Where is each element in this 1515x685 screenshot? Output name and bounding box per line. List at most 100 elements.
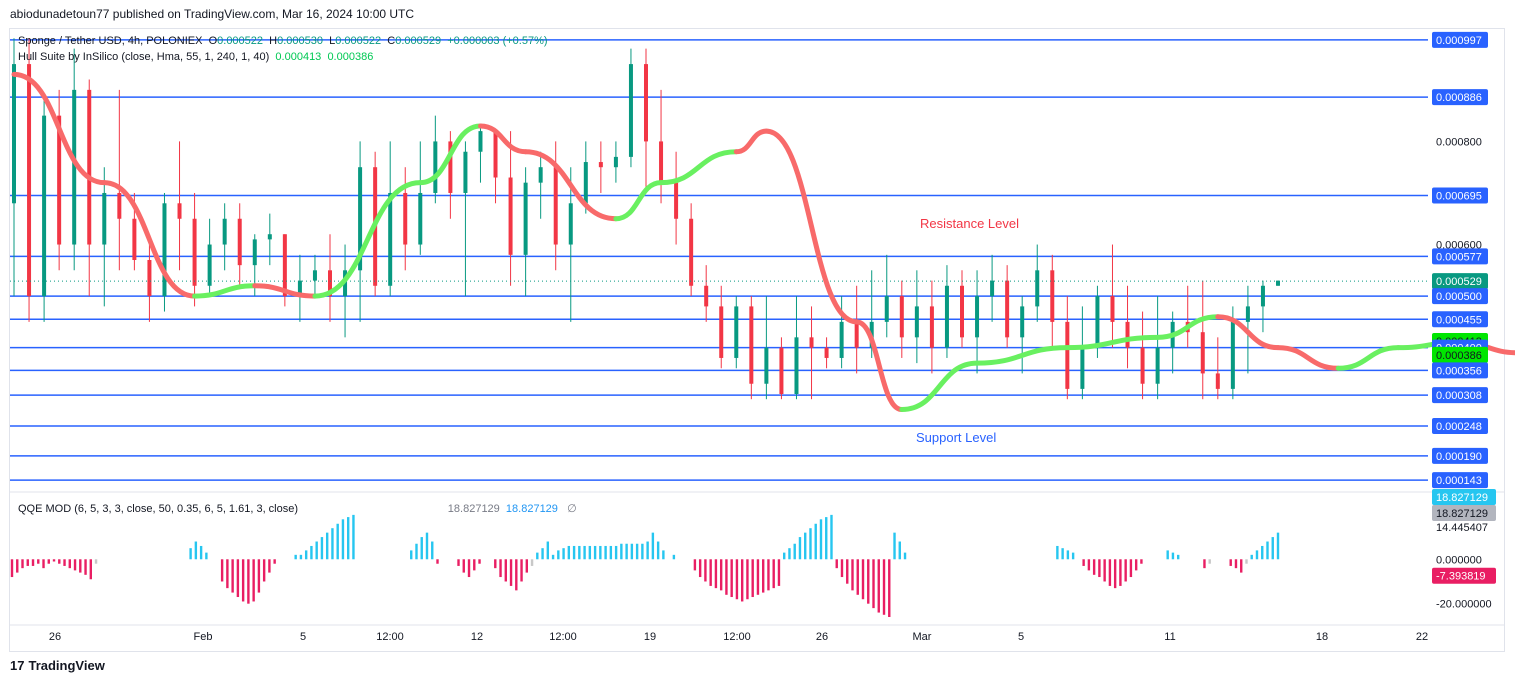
qqe-bar-147 bbox=[783, 552, 786, 560]
tradingview-logo-icon: 17 bbox=[10, 658, 25, 673]
hma-segment-16 bbox=[1155, 314, 1221, 340]
candle-body-50 bbox=[764, 347, 769, 384]
qqe-bar-237 bbox=[1255, 550, 1259, 560]
qqe-bar-100 bbox=[536, 552, 539, 560]
time-tick-0: 26 bbox=[49, 631, 61, 643]
qqe-bar-96 bbox=[515, 559, 518, 591]
qqe-bar-2 bbox=[21, 559, 24, 569]
qqe-bar-206 bbox=[1092, 559, 1096, 575]
hma-segment-11 bbox=[763, 128, 860, 325]
price-tick-0: 0.000800 bbox=[1436, 136, 1482, 148]
qqe-bar-95 bbox=[509, 559, 513, 586]
hull-name[interactable]: Hull Suite by InSilico (close, Hma, 55, … bbox=[18, 51, 270, 63]
hull-legend: Hull Suite by InSilico (close, Hma, 55, … bbox=[18, 51, 373, 63]
qqe-bar-1 bbox=[16, 559, 19, 573]
qqe-bar-213 bbox=[1129, 559, 1133, 578]
qqe-bar-41 bbox=[226, 559, 229, 589]
low-value: 0.000522 bbox=[335, 35, 382, 47]
candle-body-43 bbox=[659, 141, 664, 183]
qqe-bar-44 bbox=[241, 559, 245, 602]
price-label-bg-2 bbox=[1432, 187, 1488, 204]
time-tick-13: 22 bbox=[1416, 631, 1428, 643]
qqe-bar-60 bbox=[325, 532, 329, 560]
qqe-bar-149 bbox=[793, 543, 796, 560]
qqe-bar-115 bbox=[614, 545, 618, 560]
qqe-bar-101 bbox=[541, 548, 544, 560]
hma-segment-7 bbox=[523, 149, 619, 222]
hull-value-2: 0.000386 bbox=[327, 51, 374, 63]
candle-body-71 bbox=[1080, 347, 1085, 389]
qqe-bar-211 bbox=[1119, 559, 1122, 586]
candle-body-59 bbox=[899, 296, 904, 338]
candle-body-54 bbox=[824, 347, 829, 358]
candle-body-60 bbox=[914, 306, 919, 338]
qqe-bar-210 bbox=[1113, 559, 1117, 589]
candle-body-67 bbox=[1020, 306, 1025, 338]
price-label-bg-5 bbox=[1432, 288, 1488, 305]
qqe-label-2: -7.393819 bbox=[1436, 571, 1486, 583]
candle-body-40 bbox=[613, 156, 618, 168]
price-label-bg-0 bbox=[1432, 31, 1488, 48]
qqe-bar-156 bbox=[830, 514, 833, 560]
qqe-bar-76 bbox=[410, 550, 413, 560]
qqe-bar-162 bbox=[861, 559, 865, 600]
qqe-bar-35 bbox=[194, 541, 198, 560]
qqe-bar-80 bbox=[431, 541, 434, 560]
qqe-bar-207 bbox=[1098, 559, 1101, 578]
candle-body-84 bbox=[1276, 280, 1280, 286]
qqe-bar-65 bbox=[352, 514, 355, 560]
qqe-bar-34 bbox=[189, 548, 192, 560]
candle-body-70 bbox=[1065, 321, 1070, 389]
qqe-bar-48 bbox=[262, 559, 266, 582]
candle-body-3 bbox=[57, 115, 62, 245]
qqe-bar-78 bbox=[420, 537, 423, 560]
qqe-bar-120 bbox=[641, 543, 644, 560]
candle-body-42 bbox=[644, 64, 648, 142]
qqe-bar-113 bbox=[604, 545, 607, 560]
qqe-bar-157 bbox=[835, 559, 838, 569]
qqe-bar-64 bbox=[346, 517, 350, 560]
qqe-bar-166 bbox=[882, 559, 886, 615]
qqe-value-3: ∅ bbox=[567, 503, 577, 515]
qqe-bar-159 bbox=[846, 559, 849, 584]
candle-body-48 bbox=[734, 306, 739, 358]
qqe-bar-89 bbox=[478, 559, 481, 564]
qqe-bar-164 bbox=[872, 559, 875, 609]
tradingview-footer[interactable]: 17 TradingView bbox=[10, 658, 105, 673]
qqe-bar-161 bbox=[856, 559, 859, 595]
hma-segment-18 bbox=[1275, 345, 1341, 371]
candle-body-46 bbox=[704, 285, 709, 307]
candle-body-81 bbox=[1230, 321, 1235, 389]
candle-body-37 bbox=[568, 203, 573, 245]
qqe-bar-104 bbox=[557, 550, 560, 560]
candle-body-21 bbox=[328, 270, 332, 297]
qqe-bar-167 bbox=[888, 559, 891, 617]
candle-body-80 bbox=[1215, 373, 1220, 389]
candle-body-73 bbox=[1110, 296, 1115, 322]
qqe-bar-238 bbox=[1261, 545, 1264, 560]
open-label: O bbox=[208, 35, 218, 47]
candle-body-25 bbox=[388, 192, 393, 286]
hull-value-1: 0.000413 bbox=[275, 51, 322, 63]
candle-body-34 bbox=[523, 182, 528, 255]
qqe-bar-109 bbox=[583, 545, 586, 560]
qqe-bar-121 bbox=[646, 541, 649, 560]
qqe-bar-63 bbox=[341, 519, 345, 560]
candle-body-2 bbox=[42, 115, 47, 297]
hma-segment-19 bbox=[1335, 345, 1401, 371]
time-tick-8: 26 bbox=[816, 631, 828, 643]
symbol-name[interactable]: Sponge / Tether USD, 4h, POLONIEX bbox=[18, 35, 203, 47]
price-label-10: 0.000356 bbox=[1436, 365, 1482, 377]
hma-segment-3 bbox=[252, 283, 318, 299]
open-value: 0.000522 bbox=[217, 35, 264, 47]
candle-body-68 bbox=[1035, 270, 1040, 307]
hma-segment-5 bbox=[417, 123, 483, 186]
candle-body-76 bbox=[1155, 347, 1160, 384]
candle-body-30 bbox=[463, 151, 468, 193]
candle-body-44 bbox=[674, 182, 679, 219]
qqe-bar-46 bbox=[252, 559, 255, 602]
qqe-bar-111 bbox=[593, 545, 597, 560]
qqe-name[interactable]: QQE MOD (6, 5, 3, 3, close, 50, 0.35, 6,… bbox=[18, 503, 299, 515]
qqe-bar-227 bbox=[1203, 559, 1206, 569]
candle-body-36 bbox=[553, 167, 558, 245]
